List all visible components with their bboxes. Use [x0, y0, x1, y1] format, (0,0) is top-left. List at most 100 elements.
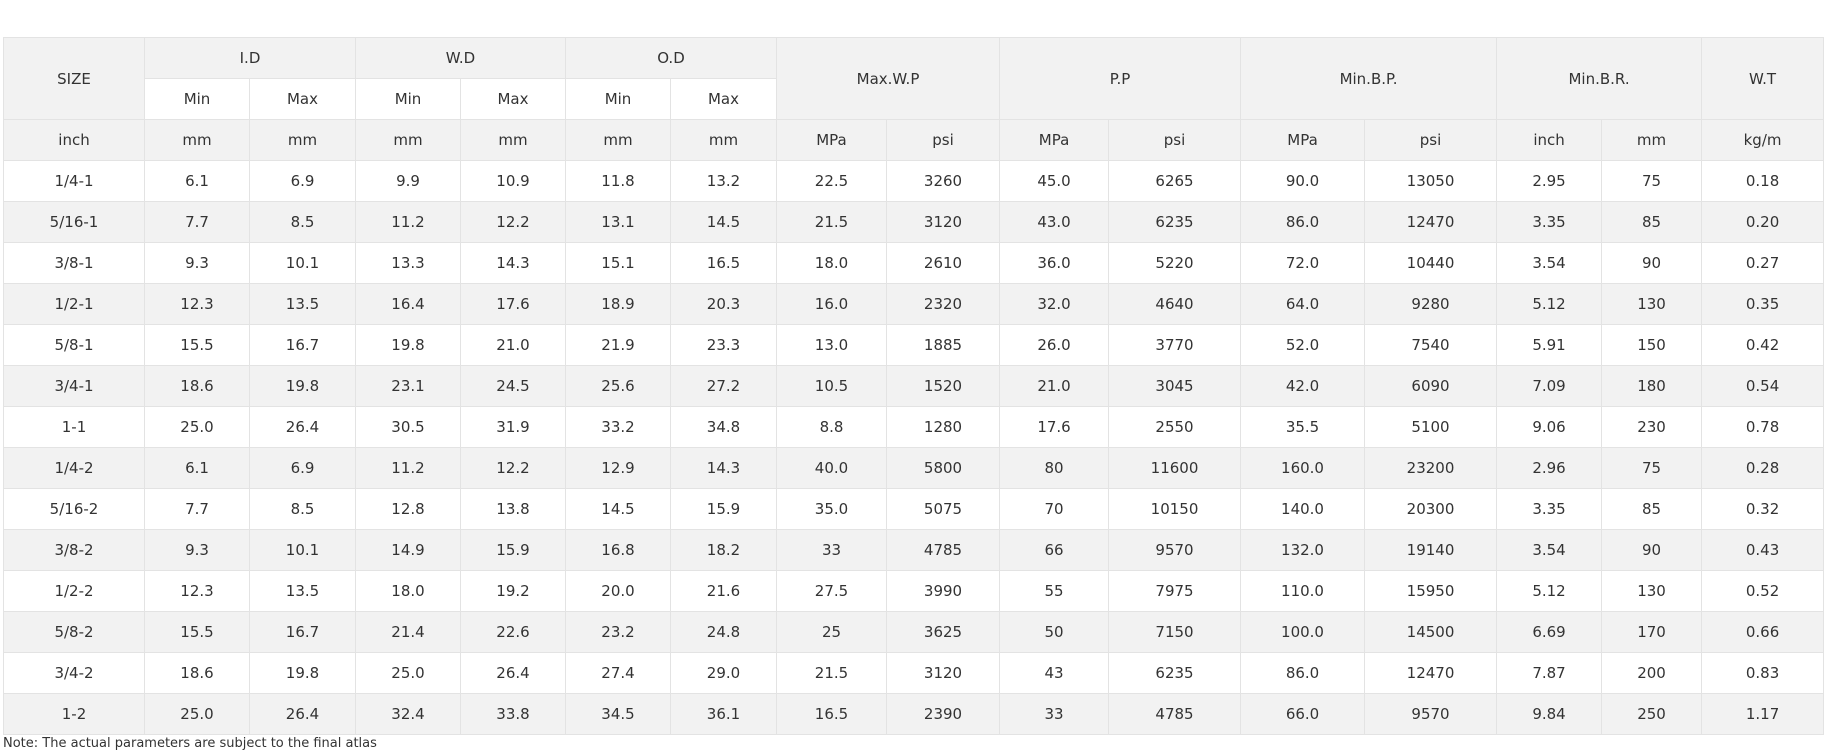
data-cell: 4785 — [1108, 693, 1242, 735]
data-cell: 13.1 — [565, 201, 671, 243]
unit-cell: mm — [144, 119, 250, 161]
data-cell: 32.4 — [355, 693, 461, 735]
data-cell: 1-2 — [3, 693, 145, 735]
unit-cell: mm — [670, 119, 777, 161]
header-row: SIZE I.D W.D O.D Max.W.P P.P Min.B.P. Min.B.R. W… — [3, 37, 1825, 120]
data-cell: 7150 — [1108, 611, 1242, 653]
data-row: 1/4-2 6.1 6.9 11.2 12.2 12.9 14.3 40.0 5800 80 116… — [3, 447, 1825, 489]
data-cell: 23200 — [1364, 447, 1498, 489]
data-cell: 90.0 — [1240, 160, 1366, 202]
data-cell: 22.5 — [776, 160, 887, 202]
data-cell: 3.54 — [1496, 242, 1603, 284]
data-cell: 24.5 — [460, 365, 566, 407]
data-cell: 11600 — [1108, 447, 1242, 489]
data-cell: 1/4-2 — [3, 447, 145, 489]
note: Note: The actual parameters are subject … — [3, 736, 377, 751]
data-cell: 19.8 — [249, 365, 356, 407]
data-cell: 5075 — [885, 488, 1001, 530]
data-cell: 21.5 — [776, 652, 887, 694]
data-cell: 66.0 — [1240, 693, 1366, 735]
data-cell: 26.4 — [249, 406, 356, 448]
data-cell: 5100 — [1364, 406, 1498, 448]
data-cell: 13.3 — [355, 242, 461, 284]
data-cell: 26.4 — [460, 652, 566, 694]
data-cell: 9.9 — [355, 160, 461, 202]
data-row: 5/16-1 7.7 8.5 11.2 12.2 13.1 14.5 21.5 3120 43.0… — [3, 201, 1825, 243]
data-cell: 170 — [1601, 611, 1703, 653]
data-cell: 18.6 — [144, 652, 250, 694]
header-cell: I.D — [144, 37, 356, 79]
data-cell: 6265 — [1108, 160, 1242, 202]
data-cell: 90 — [1601, 242, 1703, 284]
data-cell: 34.5 — [565, 693, 671, 735]
data-cell: 13.8 — [460, 488, 566, 530]
data-cell: 27.2 — [670, 365, 777, 407]
data-row: 5/16-2 7.7 8.5 12.8 13.8 14.5 15.9 35.0 5075 70 10… — [3, 488, 1825, 530]
units-row: inch mm mm mm mm mm mm MPa psi MPa psi MPa psi inch mm… — [3, 119, 1825, 161]
data-cell: 21.5 — [776, 201, 887, 243]
data-cell: 6235 — [1108, 652, 1242, 694]
data-cell: 150 — [1601, 324, 1703, 366]
unit-cell: inch — [3, 119, 145, 161]
data-row: 3/4-2 18.6 19.8 25.0 26.4 27.4 29.0 21.5 3120 43 6… — [3, 652, 1825, 694]
data-cell: 85 — [1601, 201, 1703, 243]
data-cell: 5.12 — [1496, 570, 1603, 612]
data-cell: 5.12 — [1496, 283, 1603, 325]
unit-cell: mm — [249, 119, 356, 161]
data-cell: 45.0 — [999, 160, 1110, 202]
data-cell: 4640 — [1108, 283, 1242, 325]
data-cell: 20.0 — [565, 570, 671, 612]
unit-cell: psi — [1364, 119, 1498, 161]
data-cell: 33.8 — [460, 693, 566, 735]
data-cell: 5.91 — [1496, 324, 1603, 366]
data-cell: 7.7 — [144, 488, 250, 530]
data-cell: 34.8 — [670, 406, 777, 448]
data-cell: 52.0 — [1240, 324, 1366, 366]
data-cell: 25.0 — [144, 406, 250, 448]
subheader-cell: Min — [565, 78, 671, 120]
data-cell: 19140 — [1364, 529, 1498, 571]
data-cell: 3.54 — [1496, 529, 1603, 571]
data-cell: 0.18 — [1701, 160, 1825, 202]
data-cell: 19.8 — [355, 324, 461, 366]
data-cell: 130 — [1601, 570, 1703, 612]
data-cell: 0.83 — [1701, 652, 1825, 694]
spec-table: SIZE I.D W.D O.D Max.W.P P.P Min.B.P. Min.B.R. W… — [3, 37, 1825, 735]
data-cell: 5220 — [1108, 242, 1242, 284]
data-cell: 40.0 — [776, 447, 887, 489]
data-cell: 3625 — [885, 611, 1001, 653]
data-cell: 8.5 — [249, 488, 356, 530]
data-cell: 0.32 — [1701, 488, 1825, 530]
data-cell: 6.1 — [144, 447, 250, 489]
data-cell: 25.0 — [144, 693, 250, 735]
data-cell: 75 — [1601, 160, 1703, 202]
data-cell: 7.09 — [1496, 365, 1603, 407]
data-cell: 23.2 — [565, 611, 671, 653]
data-cell: 250 — [1601, 693, 1703, 735]
data-cell: 2.95 — [1496, 160, 1603, 202]
data-row: 1/2-1 12.3 13.5 16.4 17.6 18.9 20.3 16.0 2320 32.… — [3, 283, 1825, 325]
data-cell: 26.4 — [249, 693, 356, 735]
data-cell: 27.4 — [565, 652, 671, 694]
data-cell: 3/4-2 — [3, 652, 145, 694]
unit-cell: mm — [355, 119, 461, 161]
unit-cell: mm — [1601, 119, 1703, 161]
data-row: 1-1 25.0 26.4 30.5 31.9 33.2 34.8 8.8 1280 17.6 25… — [3, 406, 1825, 448]
data-cell: 33 — [999, 693, 1110, 735]
data-cell: 86.0 — [1240, 201, 1366, 243]
data-cell: 0.20 — [1701, 201, 1825, 243]
data-cell: 19.2 — [460, 570, 566, 612]
data-cell: 0.52 — [1701, 570, 1825, 612]
data-cell: 19.8 — [249, 652, 356, 694]
data-cell: 9.06 — [1496, 406, 1603, 448]
data-cell: 6.9 — [249, 160, 356, 202]
data-cell: 86.0 — [1240, 652, 1366, 694]
unit-cell: MPa — [999, 119, 1110, 161]
data-cell: 3/8-1 — [3, 242, 145, 284]
data-cell: 2610 — [885, 242, 1001, 284]
data-cell: 15950 — [1364, 570, 1498, 612]
data-cell: 3770 — [1108, 324, 1242, 366]
data-cell: 22.6 — [460, 611, 566, 653]
data-row: 3/8-2 9.3 10.1 14.9 15.9 16.8 18.2 33 4785 66 9570… — [3, 529, 1825, 571]
data-cell: 16.5 — [776, 693, 887, 735]
